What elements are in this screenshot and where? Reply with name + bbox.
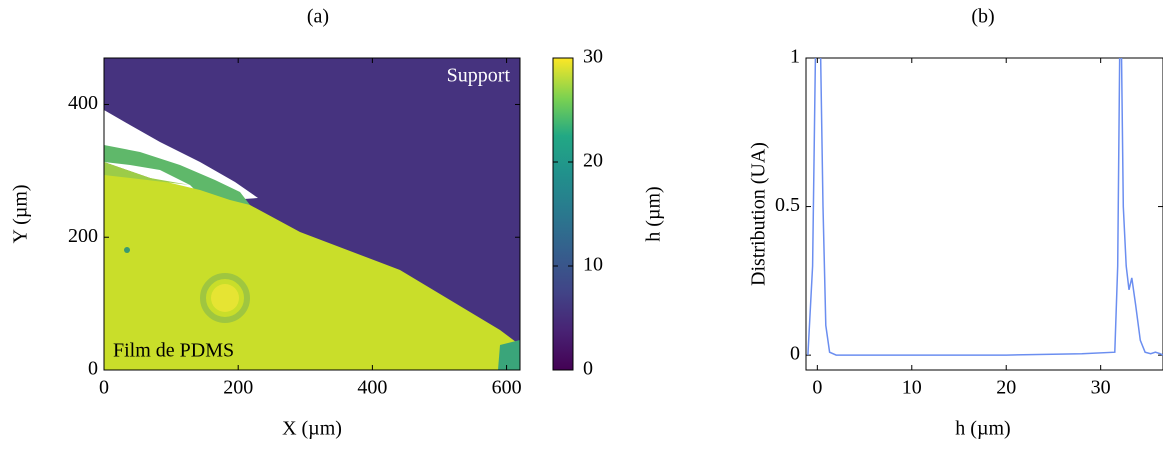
y-tick-label: 0.5 (775, 194, 800, 216)
x-tick-label: 400 (357, 377, 387, 399)
heatmap-image (104, 58, 520, 370)
plot-frame (103, 57, 521, 371)
x-tick-label: 10 (902, 377, 922, 399)
colorbar-label: h (µm) (643, 186, 665, 241)
colorbar-tick-label: 0 (583, 358, 593, 380)
x-tick-label: 0 (812, 377, 822, 399)
x-tick-label: 200 (223, 377, 253, 399)
line (807, 58, 1163, 356)
x-axis-label: X (µm) (282, 418, 342, 440)
x-tick-label: 20 (996, 377, 1016, 399)
y-tick-label: 1 (790, 46, 800, 68)
y-tick-label: 0 (88, 358, 98, 380)
x-tick-label: 0 (99, 377, 109, 399)
annotation: Support (447, 65, 511, 87)
colorbar-tick-label: 30 (583, 46, 603, 68)
plot-area (807, 58, 1163, 356)
y-tick-label: 200 (68, 225, 98, 247)
x-tick-label: 30 (1091, 377, 1111, 399)
colorbar-tick-label: 20 (583, 150, 603, 172)
x-axis-label: h (µm) (955, 418, 1010, 440)
y-axis-label: Y (µm) (10, 184, 32, 243)
panel-title: (b) (971, 6, 994, 28)
y-tick-label: 0 (790, 343, 800, 365)
colorbar-tick-label: 10 (583, 254, 603, 276)
y-tick-label: 400 (68, 92, 98, 114)
x-tick-label: 600 (492, 377, 522, 399)
y-axis-label: Distribution (UA) (748, 142, 770, 286)
colorbar (552, 57, 574, 371)
annotation: Film de PDMS (113, 340, 234, 362)
plot-frame (805, 57, 1163, 371)
panel-title: (a) (307, 6, 329, 28)
